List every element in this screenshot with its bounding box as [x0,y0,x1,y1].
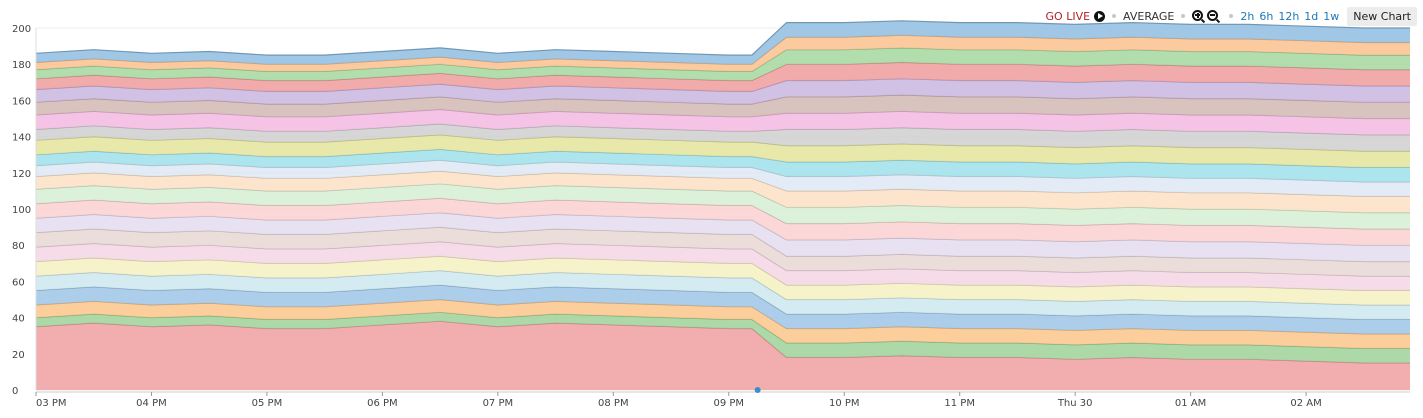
new-chart-button[interactable]: New Chart [1347,6,1417,26]
chart-toolbar: GO LIVE AVERAGE 2h 6h 12h 1d 1w New Char… [1046,6,1417,26]
y-tick-label: 40 [12,314,25,325]
area-series-14 [36,134,1410,168]
x-tick-label: Thu 30 [1057,398,1093,409]
area-series-16 [36,109,1410,135]
x-tick-label: 11 PM [944,398,975,409]
area-series-22 [36,20,1410,65]
x-tick-label: 05 PM [252,398,283,409]
range-2h-link[interactable]: 2h [1240,9,1255,23]
average-button[interactable]: AVERAGE [1123,9,1175,23]
area-series-7 [36,227,1410,276]
separator-dot-icon [1229,14,1234,18]
area-series-11 [36,171,1410,213]
zoom-out-icon[interactable] [1207,9,1219,21]
y-tick-label: 80 [12,241,25,252]
separator-dot-icon [1181,14,1186,18]
range-6h-link[interactable]: 6h [1259,9,1274,23]
area-series-12 [36,160,1410,197]
x-tick-label: 02 AM [1290,398,1321,409]
area-series-13 [36,149,1410,182]
area-series-21 [36,35,1410,72]
x-tick-label: 01 AM [1175,398,1206,409]
area-series-0 [36,321,1410,390]
area-series-9 [36,198,1410,246]
area-series-10 [36,183,1410,229]
separator-dot-icon [1112,14,1117,18]
go-live-button[interactable]: GO LIVE [1046,10,1106,23]
area-series-2 [36,299,1410,349]
series-line-22 [35,20,1410,56]
y-tick-label: 0 [12,386,18,397]
y-tick-label: 20 [12,350,25,361]
area-series-3 [36,285,1410,334]
zoom-in-icon[interactable] [1192,9,1204,21]
area-series-8 [36,212,1410,262]
y-tick-label: 200 [12,24,31,35]
area-series-5 [36,256,1410,305]
x-tick-label: 06 PM [367,398,398,409]
y-tick-label: 60 [12,277,25,288]
x-tick-label: 04 PM [136,398,167,409]
x-tick-label: 10 PM [829,398,860,409]
area-series-20 [36,47,1410,81]
x-tick-label: 08 PM [598,398,629,409]
y-tick-label: 180 [12,60,31,71]
x-tick-label: 07 PM [483,398,514,409]
x-tick-label: 03 PM [36,398,67,409]
area-series-6 [36,241,1410,291]
area-layers [35,20,1410,390]
range-1d-link[interactable]: 1d [1304,9,1319,23]
y-tick-label: 120 [12,169,31,180]
range-1w-link[interactable]: 1w [1323,9,1340,23]
x-tick-label: 09 PM [713,398,744,409]
area-series-19 [36,62,1410,92]
area-series-15 [36,123,1410,152]
area-series-1 [36,312,1410,363]
play-icon[interactable] [1094,10,1106,22]
x-axis-ticks: 03 PM 04 PM 05 PM 06 PM 07 PM 08 PM 09 PM 10 PM… [35,392,1322,409]
range-12h-link[interactable]: 12h [1278,9,1300,23]
y-tick-label: 140 [12,133,31,144]
y-tick-label: 160 [12,96,31,107]
y-tick-label: 100 [12,205,31,216]
area-series-4 [36,270,1410,320]
go-live-label: GO LIVE [1045,9,1091,23]
time-marker [754,387,761,393]
